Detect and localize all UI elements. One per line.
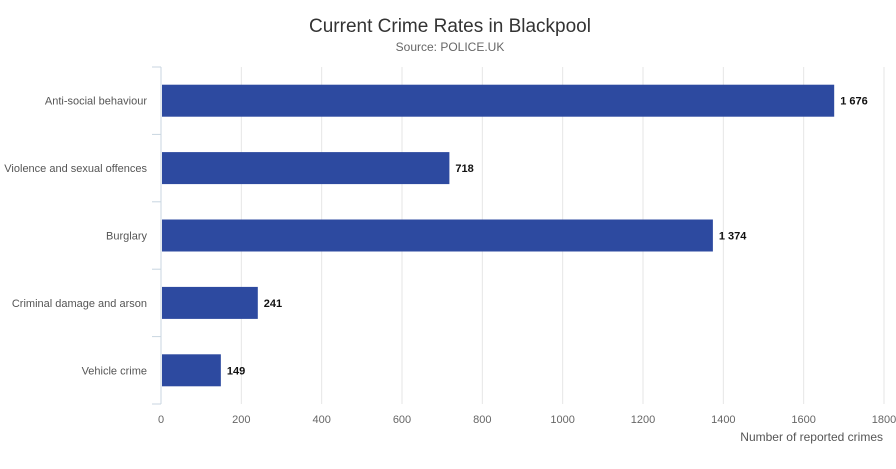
x-tick-label: 1400 bbox=[711, 414, 735, 426]
bar bbox=[162, 84, 835, 117]
x-axis-ticks: 0 200 400 600 800 1000 1200 1400 1600 1800 bbox=[158, 414, 896, 426]
x-tick-label: 200 bbox=[232, 414, 250, 426]
x-tick-label: 1000 bbox=[550, 414, 574, 426]
data-label: 1 676 bbox=[840, 96, 868, 108]
category-label: Anti-social behaviour bbox=[45, 96, 147, 108]
bar bbox=[162, 286, 258, 319]
x-tick-label: 400 bbox=[312, 414, 330, 426]
x-tick-label: 600 bbox=[393, 414, 411, 426]
data-label: 241 bbox=[264, 298, 282, 310]
x-tick-label: 800 bbox=[473, 414, 491, 426]
bar bbox=[162, 354, 221, 387]
x-tick-label: 1600 bbox=[791, 414, 815, 426]
category-label: Burglary bbox=[106, 231, 147, 243]
x-tick-label: 1800 bbox=[872, 414, 896, 426]
x-tick-label: 0 bbox=[158, 414, 164, 426]
x-axis-title: Number of reported crimes bbox=[740, 430, 883, 444]
bar bbox=[162, 152, 450, 185]
bar bbox=[162, 219, 713, 252]
chart-title: Current Crime Rates in Blackpool bbox=[309, 16, 591, 37]
data-label: 718 bbox=[455, 163, 473, 175]
category-labels: Anti-social behaviour Violence and sexual… bbox=[4, 96, 147, 378]
data-labels: 1 676 718 1 374 241 149 bbox=[227, 96, 868, 378]
data-label: 1 374 bbox=[719, 231, 747, 243]
data-label: 149 bbox=[227, 365, 245, 377]
chart-subtitle: Source: POLICE.UK bbox=[396, 40, 505, 54]
category-label: Vehicle crime bbox=[82, 365, 147, 377]
bars bbox=[162, 84, 835, 387]
x-tick-label: 1200 bbox=[631, 414, 655, 426]
category-label: Criminal damage and arson bbox=[12, 298, 147, 310]
category-label: Violence and sexual offences bbox=[4, 163, 147, 175]
